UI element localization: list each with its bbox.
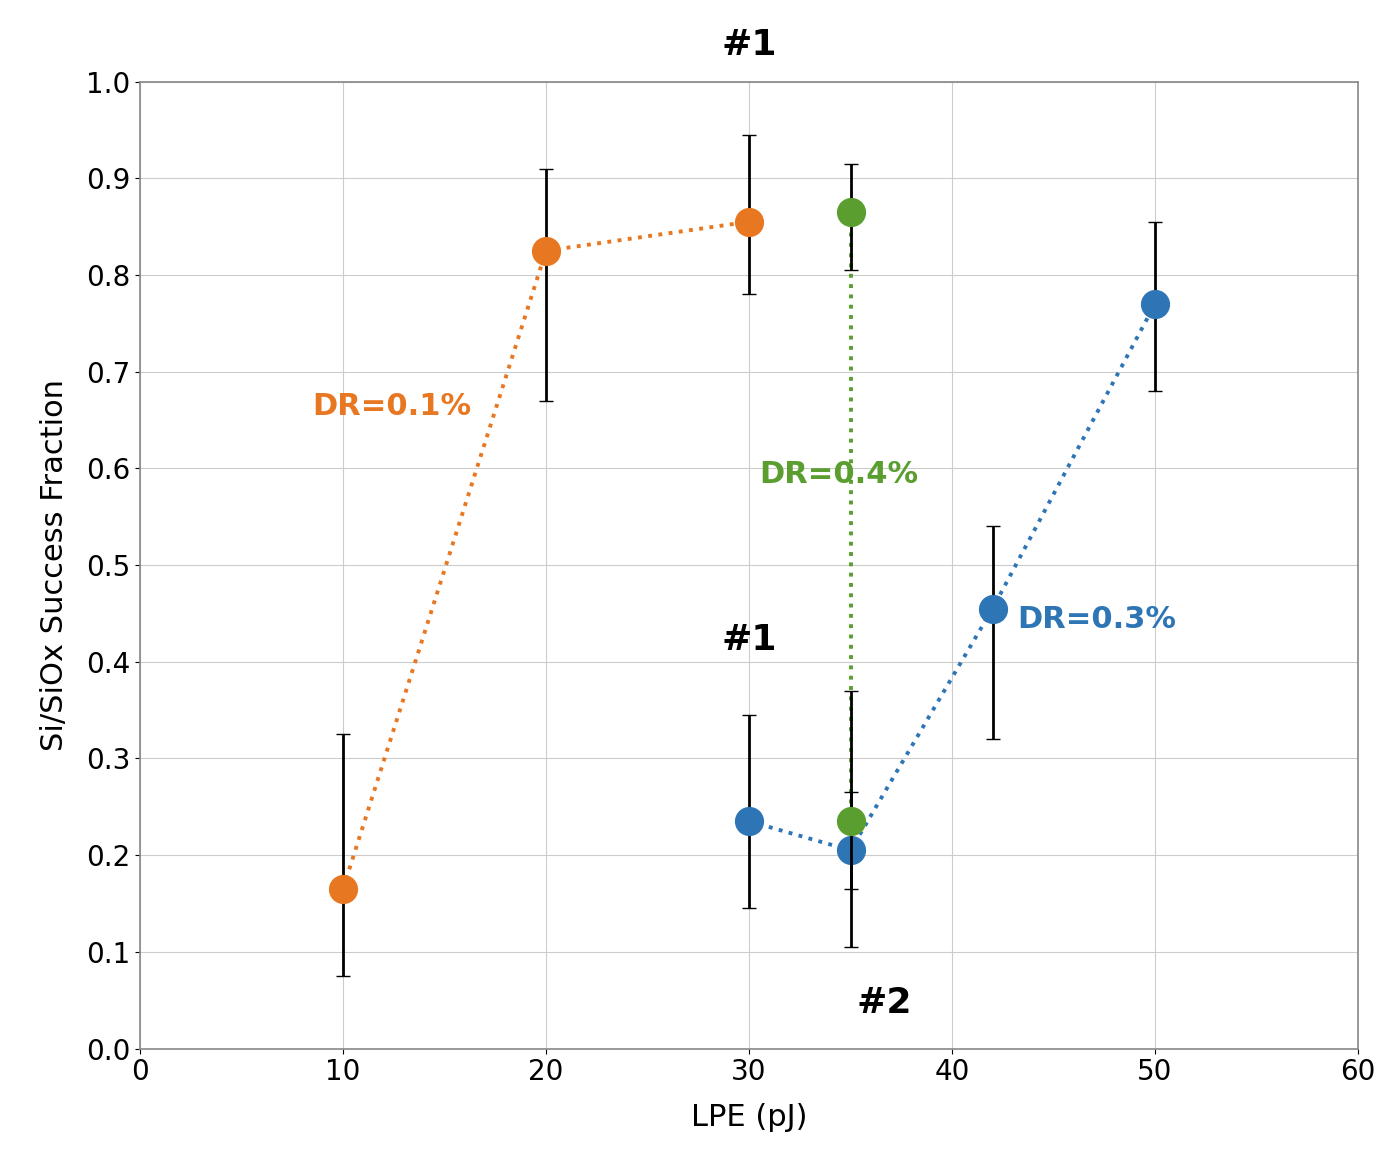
Text: #1: #1	[721, 623, 777, 657]
Text: DR=0.3%: DR=0.3%	[1016, 605, 1176, 634]
Text: #2: #2	[857, 986, 911, 1019]
Y-axis label: Si/SiOx Success Fraction: Si/SiOx Success Fraction	[41, 379, 69, 751]
Text: DR=0.4%: DR=0.4%	[759, 460, 918, 489]
Text: DR=0.1%: DR=0.1%	[312, 393, 472, 422]
Text: #1: #1	[721, 28, 777, 62]
X-axis label: LPE (pJ): LPE (pJ)	[690, 1103, 808, 1132]
